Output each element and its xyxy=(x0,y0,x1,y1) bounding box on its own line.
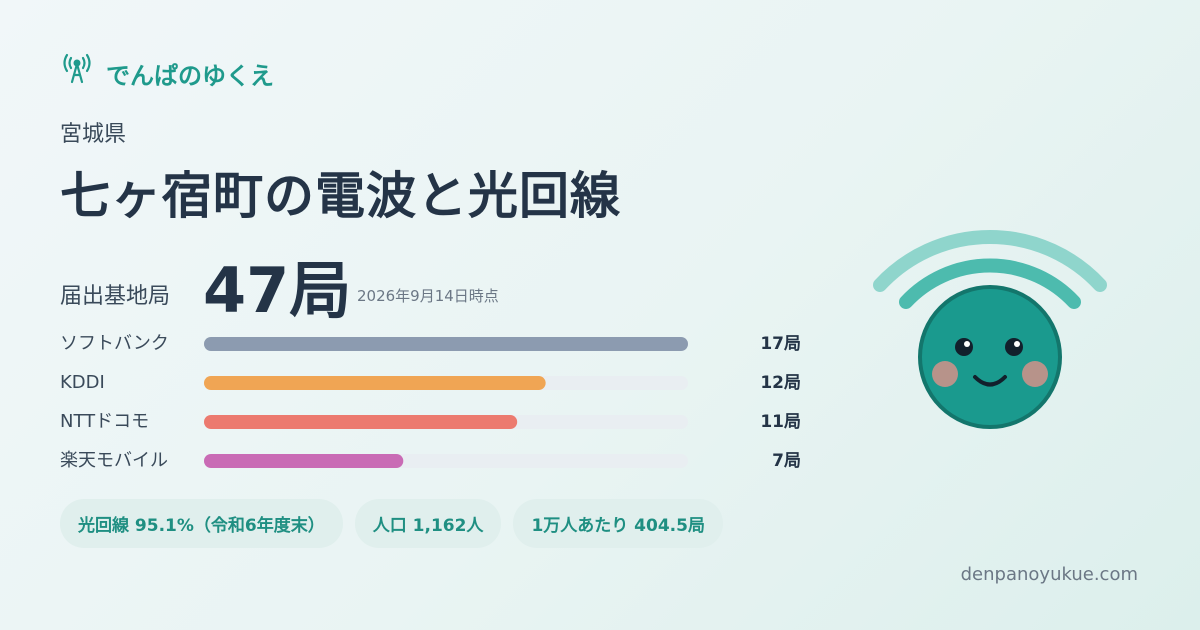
carrier-label: NTTドコモ xyxy=(60,411,149,432)
bar xyxy=(204,376,546,390)
title: 七ヶ宿町の電波と光回線 xyxy=(60,167,621,225)
total-value: 47局 xyxy=(203,254,352,327)
bar-value: 12局 xyxy=(760,373,801,393)
antenna-icon xyxy=(63,53,91,84)
mascot xyxy=(873,230,1107,429)
as-of-date: 2026年9月14日時点 xyxy=(357,287,499,305)
stats: 光回線 95.1%（令和6年度末） 人口 1,162人 1万人あたり 404.5… xyxy=(60,499,723,548)
brand: でんぱのゆくえ xyxy=(106,62,274,90)
carrier-label: ソフトバンク xyxy=(60,333,169,354)
stat-pill: 光回線 95.1%（令和6年度末） xyxy=(60,499,343,548)
prefecture: 宮城県 xyxy=(60,122,127,147)
stat-pill: 人口 1,162人 xyxy=(354,499,502,548)
total-label: 届出基地局 xyxy=(60,284,171,309)
bar-value: 7局 xyxy=(772,451,801,471)
site-url: denpanoyukue.com xyxy=(960,564,1138,585)
bar-value: 17局 xyxy=(760,334,801,354)
bar xyxy=(204,454,404,468)
carrier-label: KDDI xyxy=(60,372,105,393)
bar-value: 11局 xyxy=(760,412,801,432)
stat-pill: 1万人あたり 404.5局 xyxy=(513,499,723,548)
bar xyxy=(204,337,688,351)
carrier-label: 楽天モバイル xyxy=(60,450,168,471)
bar xyxy=(204,415,518,429)
